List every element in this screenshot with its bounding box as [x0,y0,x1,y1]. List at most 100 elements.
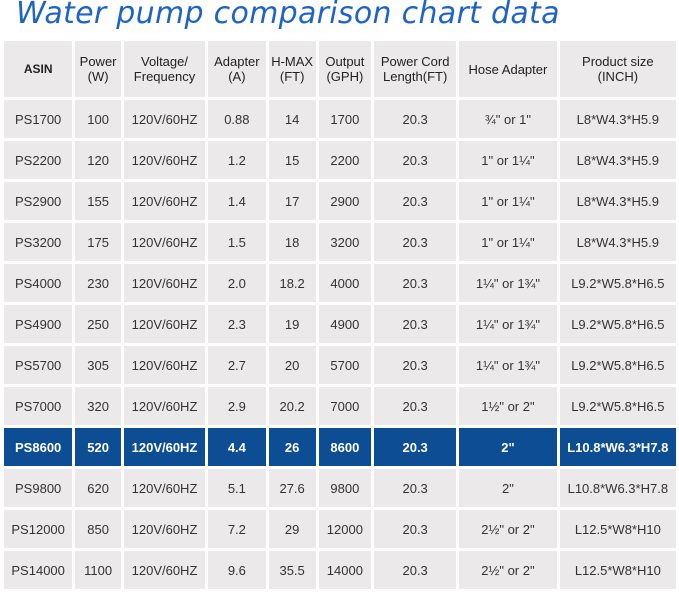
cell-output: 4000 [318,264,372,302]
cell-voltage: 120V/60HZ [123,469,206,507]
cell-adapter: 2.7 [208,346,266,384]
cell-cord-length: 20.3 [374,428,457,466]
table-body: PS1700 100 120V/60HZ 0.88 14 1700 20.3 ¾" or 1"… [4,100,676,589]
table-row: PS9800 620 120V/60HZ 5.1 27.6 9800 20.3 2" L10.8… [4,469,676,507]
cell-asin: PS7000 [4,387,73,425]
cell-voltage: 120V/60HZ [123,264,206,302]
cell-voltage: 120V/60HZ [123,141,206,179]
cell-output: 5700 [318,346,372,384]
cell-output: 4900 [318,305,372,343]
col-header-cord-length: Power Cord Length(FT) [374,41,457,97]
header-row: ASIN Power (W) Voltage/Frequency Adapter(… [4,41,676,97]
pump-comparison-table: ASIN Power (W) Voltage/Frequency Adapter(… [1,38,679,592]
cell-asin: PS8600 [4,428,73,466]
cell-product-size: L9.2*W5.8*H6.5 [559,387,676,425]
col-header-output: Output (GPH) [318,41,372,97]
col-header-product-size: Product size (INCH) [559,41,676,97]
table-row: PS2900 155 120V/60HZ 1.4 17 2900 20.3 1" or 1¼"… [4,182,676,220]
cell-hmax: 20 [268,346,316,384]
cell-product-size: L9.2*W5.8*H6.5 [559,264,676,302]
cell-product-size: L8*W4.3*H5.9 [559,100,676,138]
table-row: PS8600 520 120V/60HZ 4.4 26 8600 20.3 2" L10.8*W… [4,428,676,466]
cell-power: 175 [75,223,121,261]
cell-adapter: 1.4 [208,182,266,220]
cell-power: 100 [75,100,121,138]
cell-cord-length: 20.3 [374,387,457,425]
cell-adapter: 2.3 [208,305,266,343]
cell-product-size: L9.2*W5.8*H6.5 [559,305,676,343]
table-row: PS2200 120 120V/60HZ 1.2 15 2200 20.3 1" or 1¼"… [4,141,676,179]
cell-adapter: 7.2 [208,510,266,548]
cell-asin: PS14000 [4,551,73,589]
cell-hose-adapter: 1" or 1¼" [459,223,557,261]
cell-power: 320 [75,387,121,425]
cell-cord-length: 20.3 [374,223,457,261]
cell-cord-length: 20.3 [374,141,457,179]
cell-cord-length: 20.3 [374,510,457,548]
cell-hmax: 19 [268,305,316,343]
cell-asin: PS9800 [4,469,73,507]
cell-cord-length: 20.3 [374,551,457,589]
cell-asin: PS5700 [4,346,73,384]
cell-voltage: 120V/60HZ [123,428,206,466]
cell-power: 120 [75,141,121,179]
cell-hose-adapter: 1" or 1¼" [459,182,557,220]
cell-asin: PS1700 [4,100,73,138]
cell-product-size: L10.8*W6.3*H7.8 [559,428,676,466]
cell-voltage: 120V/60HZ [123,346,206,384]
cell-cord-length: 20.3 [374,100,457,138]
cell-adapter: 9.6 [208,551,266,589]
col-header-voltage: Voltage/Frequency [123,41,206,97]
cell-cord-length: 20.3 [374,264,457,302]
cell-power: 305 [75,346,121,384]
cell-asin: PS2900 [4,182,73,220]
cell-hmax: 35.5 [268,551,316,589]
chart-title: Water pump comparison chart data [16,0,560,31]
cell-power: 620 [75,469,121,507]
cell-hose-adapter: 1¼" or 1¾" [459,346,557,384]
cell-adapter: 2.0 [208,264,266,302]
cell-power: 250 [75,305,121,343]
cell-hmax: 15 [268,141,316,179]
cell-product-size: L12.5*W8*H10 [559,551,676,589]
cell-cord-length: 20.3 [374,182,457,220]
cell-voltage: 120V/60HZ [123,551,206,589]
cell-hmax: 14 [268,100,316,138]
cell-hmax: 27.6 [268,469,316,507]
cell-output: 8600 [318,428,372,466]
cell-output: 1700 [318,100,372,138]
cell-product-size: L8*W4.3*H5.9 [559,182,676,220]
cell-product-size: L8*W4.3*H5.9 [559,223,676,261]
cell-voltage: 120V/60HZ [123,182,206,220]
cell-output: 2900 [318,182,372,220]
cell-hose-adapter: 1½" or 2" [459,387,557,425]
cell-output: 2200 [318,141,372,179]
cell-asin: PS4900 [4,305,73,343]
table-row: PS4000 230 120V/60HZ 2.0 18.2 4000 20.3 1¼" or … [4,264,676,302]
cell-hose-adapter: 1¼" or 1¾" [459,305,557,343]
cell-voltage: 120V/60HZ [123,223,206,261]
cell-hmax: 20.2 [268,387,316,425]
cell-hose-adapter: 2½" or 2" [459,510,557,548]
cell-hose-adapter: 2" [459,469,557,507]
cell-output: 7000 [318,387,372,425]
cell-adapter: 4.4 [208,428,266,466]
cell-output: 9800 [318,469,372,507]
cell-product-size: L10.8*W6.3*H7.8 [559,469,676,507]
cell-voltage: 120V/60HZ [123,100,206,138]
cell-cord-length: 20.3 [374,469,457,507]
table-row: PS14000 1100 120V/60HZ 9.6 35.5 14000 20.3 2½" … [4,551,676,589]
col-header-adapter: Adapter (A) [208,41,266,97]
cell-hose-adapter: ¾" or 1" [459,100,557,138]
col-header-power: Power (W) [75,41,121,97]
cell-product-size: L12.5*W8*H10 [559,510,676,548]
cell-output: 14000 [318,551,372,589]
cell-voltage: 120V/60HZ [123,510,206,548]
table-row: PS3200 175 120V/60HZ 1.5 18 3200 20.3 1" or 1¼"… [4,223,676,261]
cell-hose-adapter: 1" or 1¼" [459,141,557,179]
cell-hose-adapter: 2" [459,428,557,466]
cell-power: 520 [75,428,121,466]
cell-hmax: 17 [268,182,316,220]
cell-voltage: 120V/60HZ [123,387,206,425]
cell-power: 850 [75,510,121,548]
